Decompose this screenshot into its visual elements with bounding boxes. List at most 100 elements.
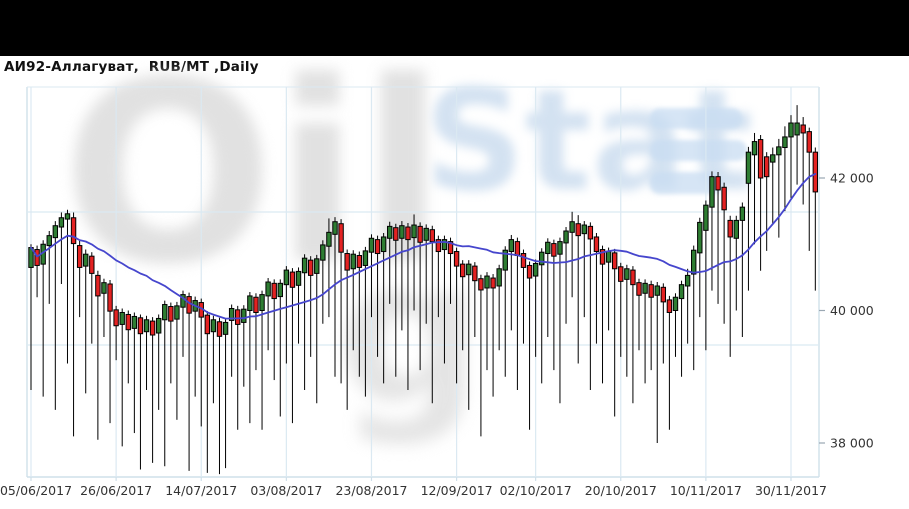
candle-up: [739, 206, 746, 221]
candle-up: [678, 284, 685, 300]
x-axis-date-label: 10/11/2017: [670, 483, 742, 498]
candle-up: [709, 176, 715, 208]
candle-down: [338, 223, 344, 253]
y-axis-price-label: 40 000: [830, 303, 874, 318]
candle-up: [624, 268, 630, 280]
x-axis-date-label: 26/06/2017: [80, 483, 152, 498]
candle-down: [490, 277, 496, 289]
candle-up: [174, 305, 180, 320]
candle-up: [642, 282, 648, 294]
candle-down: [575, 223, 581, 237]
candle-up: [745, 151, 752, 184]
candle-down: [472, 265, 478, 282]
candle-up: [654, 285, 660, 296]
candle-down: [800, 124, 806, 134]
axes-labels: 05/06/2017 26/06/2017 14/07/2017 03/08/2017…: [0, 171, 874, 499]
candle-up: [277, 282, 283, 298]
candle-up: [119, 311, 125, 325]
candle-up: [770, 154, 776, 163]
candle-up: [703, 204, 709, 231]
candle-down: [618, 266, 624, 282]
candle-up: [283, 269, 290, 286]
candle-down: [721, 186, 727, 211]
candle-down: [599, 249, 606, 265]
x-axis-date-label: 12/09/2017: [421, 483, 493, 498]
candle-down: [630, 269, 636, 286]
candle-up: [684, 274, 691, 287]
candle-down: [636, 282, 642, 296]
candle-down: [107, 283, 113, 312]
candle-up: [563, 230, 569, 244]
candle-down: [393, 227, 399, 241]
candle-up: [350, 253, 356, 270]
candle-up: [241, 308, 247, 323]
candle-down: [520, 253, 527, 268]
candle-down: [459, 263, 466, 278]
candle-up: [64, 213, 71, 220]
x-axis-date-label: 05/06/2017: [0, 483, 72, 498]
candle-up: [776, 146, 782, 156]
candle-up: [162, 304, 168, 321]
candle-down: [806, 131, 812, 153]
x-axis-date-label: 20/10/2017: [585, 483, 657, 498]
top-bar: [0, 0, 909, 56]
candle-up: [52, 225, 59, 239]
candle-down: [478, 278, 484, 291]
candle-down: [417, 225, 423, 243]
candle-up: [314, 258, 320, 274]
candle-up: [423, 227, 429, 241]
candle-down: [526, 264, 533, 279]
candle-up: [155, 317, 162, 334]
candle-down: [137, 317, 144, 335]
x-axis-date-label: 03/08/2017: [250, 483, 322, 498]
candle-up: [697, 221, 703, 254]
moving-average-line: [30, 172, 817, 320]
candle-down: [235, 309, 241, 325]
candle-up: [411, 224, 417, 239]
candle-down: [289, 271, 296, 288]
candle-up: [539, 251, 545, 266]
x-axis-date-label: 23/08/2017: [335, 483, 407, 498]
candle-down: [727, 219, 733, 238]
candle-up: [557, 241, 563, 255]
candle-up: [794, 122, 800, 136]
candle-down: [168, 306, 174, 322]
candle-down: [593, 236, 600, 253]
candle-up: [295, 270, 302, 286]
candle-up: [332, 221, 338, 235]
candle-down: [216, 321, 223, 337]
candle-up: [362, 250, 369, 266]
candle-down: [344, 253, 350, 271]
candle-down: [204, 314, 211, 335]
candle-up: [247, 295, 253, 311]
candle-up: [733, 219, 739, 239]
candle-up: [380, 236, 387, 253]
candle-down: [447, 241, 454, 255]
candle-down: [34, 249, 40, 266]
candle-down: [76, 245, 83, 268]
grid: [26, 86, 820, 478]
candle-up: [368, 237, 375, 253]
candle-up: [581, 224, 587, 235]
candle-down: [435, 239, 442, 253]
candle-down: [125, 313, 131, 331]
x-axis-date-label: 02/10/2017: [500, 483, 572, 498]
candle-down: [429, 229, 435, 243]
candle-down: [648, 284, 654, 298]
candle-down: [514, 241, 521, 257]
candle-up: [101, 282, 107, 294]
candle-up: [259, 294, 265, 312]
candle-up: [441, 239, 448, 251]
candle-down: [551, 243, 557, 257]
candle-up: [387, 225, 393, 239]
candle-up: [222, 321, 229, 335]
candle-up: [782, 136, 788, 149]
candle-down: [307, 259, 314, 276]
candle-up: [399, 225, 405, 239]
candle-up: [466, 263, 472, 276]
candle-up: [532, 262, 539, 277]
candle-down: [374, 239, 381, 255]
candle-down: [149, 320, 156, 336]
